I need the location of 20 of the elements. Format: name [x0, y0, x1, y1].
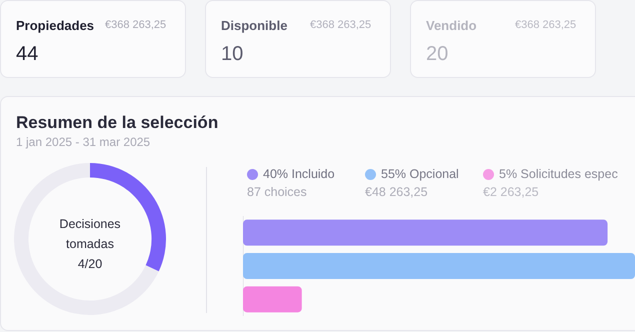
text: 10: [221, 43, 244, 66]
legend-label: 55% Opcional: [381, 167, 459, 181]
text: €48 263,25: [365, 185, 429, 199]
text: €368 263,25: [310, 19, 372, 31]
text: Decisiones: [58, 216, 122, 233]
chart-subtitle: 1 jan 2025 - 31 mar 2025: [16, 135, 150, 149]
legend-label: 40% Incluido: [263, 167, 335, 181]
legend-label: 5% Solicitudes espec: [499, 167, 618, 181]
text: 44: [16, 43, 38, 66]
text: €368 263,25: [105, 19, 166, 31]
text: 20: [426, 43, 448, 66]
text: Propiedades: [16, 18, 94, 33]
text: 87 choices: [247, 185, 308, 199]
text: €2 263,25: [483, 185, 540, 199]
text: Vendido: [426, 18, 477, 33]
text: Disponible: [221, 18, 288, 33]
text: tomadas: [65, 236, 115, 253]
text: €368 263,25: [515, 19, 576, 31]
chart-title: Resumen de la selección: [16, 113, 218, 133]
text: 4/20: [76, 256, 104, 273]
